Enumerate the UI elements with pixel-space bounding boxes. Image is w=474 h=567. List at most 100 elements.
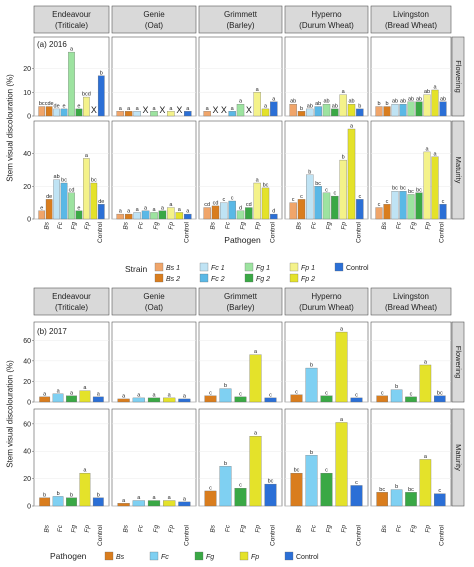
legend-swatch bbox=[154, 262, 164, 272]
x-tick-label: Fc bbox=[57, 221, 64, 229]
bar-letter-label: bc bbox=[400, 186, 406, 192]
bar-letter-label: ab bbox=[307, 103, 313, 109]
bar bbox=[335, 331, 348, 403]
bar bbox=[132, 500, 145, 507]
bar-letter-label: a bbox=[178, 207, 182, 213]
bar bbox=[133, 212, 141, 220]
facet-panel bbox=[111, 408, 197, 507]
bar bbox=[350, 397, 363, 403]
legend-swatch bbox=[289, 262, 299, 272]
bar-letter-label: bc bbox=[437, 390, 443, 396]
bar bbox=[322, 104, 331, 117]
missing-mark: X bbox=[159, 105, 165, 115]
bar-letter-label: a bbox=[340, 327, 344, 333]
bar-letter-label: e bbox=[77, 205, 80, 211]
legend-swatch bbox=[244, 273, 254, 283]
column-strip-subtitle: (Barley) bbox=[226, 21, 254, 30]
bar bbox=[97, 204, 105, 220]
bar bbox=[83, 158, 90, 220]
bar bbox=[66, 497, 77, 507]
bar bbox=[236, 210, 245, 220]
bar-letter-label: c bbox=[438, 488, 441, 494]
bar-letter-label: a bbox=[57, 388, 61, 394]
bar bbox=[399, 104, 407, 117]
bar-letter-label: c bbox=[442, 199, 445, 205]
y-tick-label: 20 bbox=[23, 379, 31, 386]
bar-letter-label: a bbox=[433, 84, 437, 90]
bar bbox=[245, 207, 253, 220]
facet-panel bbox=[33, 321, 110, 403]
legend-swatch bbox=[149, 551, 159, 561]
bar-letter-label: b bbox=[300, 106, 303, 112]
y-tick-label: 0 bbox=[27, 217, 31, 224]
bar-letter-label: a bbox=[152, 207, 156, 213]
x-tick-label: Fg bbox=[153, 222, 160, 230]
bar-letter-label: a bbox=[122, 393, 126, 399]
column-strip bbox=[198, 287, 283, 316]
bar bbox=[375, 106, 383, 117]
row-strip-label: Flowering bbox=[454, 346, 463, 379]
bar-letter-label: a bbox=[70, 390, 74, 396]
bar-letter-label: b bbox=[310, 450, 313, 456]
bar-letter-label: bc bbox=[392, 186, 398, 192]
bar-letter-label: ab bbox=[315, 101, 321, 107]
bar-letter-label: c bbox=[222, 197, 225, 203]
bar bbox=[289, 202, 297, 220]
bar bbox=[290, 394, 303, 403]
bar-letter-label: a bbox=[168, 495, 172, 501]
bar bbox=[423, 94, 431, 117]
bar bbox=[147, 500, 161, 507]
legend-swatch bbox=[104, 551, 114, 561]
bar-letter-label: a bbox=[119, 106, 123, 112]
bar-letter-label: c bbox=[300, 194, 303, 200]
bar-letter-label: a bbox=[239, 99, 243, 105]
bar bbox=[45, 199, 53, 220]
bar-letter-label: bc bbox=[61, 178, 67, 184]
bar bbox=[290, 472, 303, 507]
bar-letter-label: cd bbox=[213, 200, 219, 206]
bar bbox=[234, 396, 247, 403]
bar bbox=[116, 111, 124, 117]
column-strip bbox=[111, 287, 197, 316]
column-strip bbox=[111, 5, 197, 34]
bar bbox=[434, 395, 446, 403]
bar bbox=[66, 395, 77, 403]
bar-letter-label: b bbox=[395, 484, 398, 490]
row-strip bbox=[451, 36, 465, 117]
bar bbox=[204, 490, 217, 507]
x-tick-label: Fg bbox=[410, 525, 417, 533]
column-strip-title: Livingston bbox=[393, 10, 429, 19]
bar bbox=[163, 500, 176, 507]
bar bbox=[270, 101, 278, 117]
bar bbox=[306, 174, 314, 220]
x-tick-label: Control bbox=[355, 524, 362, 546]
bar-letter-label: a bbox=[254, 349, 258, 355]
x-tick-label: Bs bbox=[44, 524, 51, 532]
legend-label: Fg 1 bbox=[256, 265, 270, 272]
legend-label: Bs bbox=[116, 554, 125, 561]
bar-letter-label: a bbox=[137, 392, 141, 398]
y-tick-label: 60 bbox=[23, 338, 31, 345]
x-tick-label: Fg bbox=[325, 222, 332, 230]
bar-letter-label: b bbox=[224, 383, 227, 389]
bar bbox=[236, 104, 245, 117]
bar-letter-label: b bbox=[385, 101, 388, 107]
bar-letter-label: c bbox=[209, 485, 212, 491]
bar bbox=[167, 207, 175, 220]
bar-letter-label: c bbox=[239, 391, 242, 397]
column-strip bbox=[284, 287, 369, 316]
y-tick-label: 20 bbox=[23, 184, 31, 191]
bar bbox=[83, 96, 90, 117]
bar-letter-label: bc bbox=[91, 178, 97, 184]
legend-swatch bbox=[244, 262, 254, 272]
column-strip bbox=[198, 5, 283, 34]
bar-letter-label: bc bbox=[379, 487, 385, 493]
bar-letter-label: b bbox=[310, 363, 313, 369]
bar-letter-label: bcd bbox=[82, 92, 91, 98]
bar bbox=[314, 106, 322, 117]
bar bbox=[249, 354, 262, 403]
bar bbox=[211, 205, 220, 220]
bar-letter-label: a bbox=[186, 209, 190, 215]
legend-swatch bbox=[194, 551, 204, 561]
x-tick-label: Fp bbox=[168, 525, 175, 533]
